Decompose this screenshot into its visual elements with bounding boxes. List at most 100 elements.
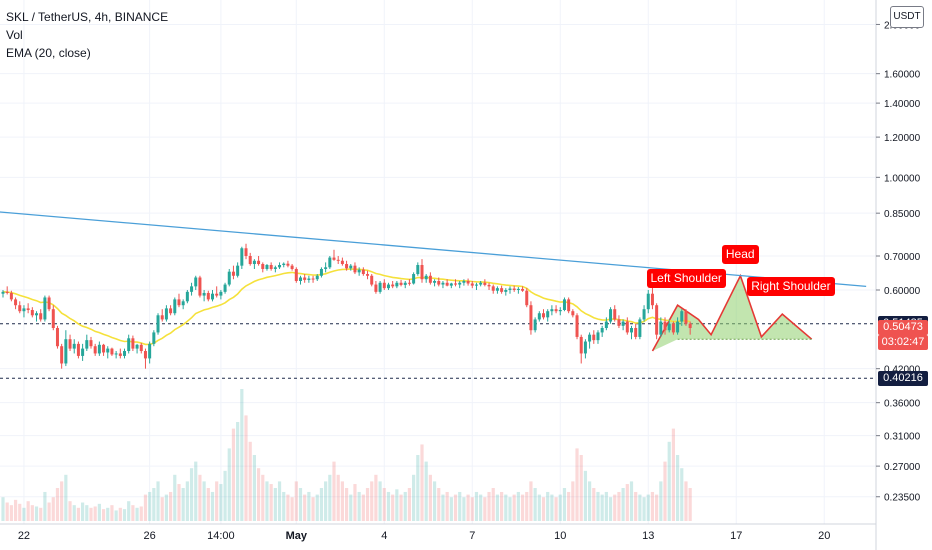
volume-bar — [604, 491, 608, 521]
candle-body — [412, 274, 416, 284]
volume-bar — [198, 474, 202, 521]
candle-body — [1, 291, 5, 294]
candle-body — [525, 290, 529, 306]
volume-bar — [97, 503, 101, 521]
volume-bar — [51, 497, 55, 521]
volume-bar — [43, 491, 47, 521]
candle-body — [617, 319, 621, 326]
grid-layer — [0, 0, 876, 524]
volume-bar — [18, 503, 22, 521]
volume-bar — [114, 510, 118, 521]
candle-body — [22, 308, 26, 312]
price-tag-current: 0.50473 — [878, 319, 928, 335]
volume-bar — [252, 455, 256, 521]
volume-bar — [55, 488, 60, 521]
volume-bar — [655, 494, 659, 521]
candle-body — [671, 323, 675, 333]
candle-body — [18, 305, 22, 312]
volume-bar — [332, 461, 336, 521]
candle-body — [39, 313, 43, 320]
volume-bar — [613, 494, 617, 521]
candle-body — [659, 321, 663, 335]
volume-bar — [583, 470, 588, 521]
candle-body — [252, 260, 256, 265]
candle-body — [181, 301, 185, 306]
volume-bar — [101, 509, 106, 521]
volume-bar — [5, 502, 9, 521]
candle-body — [248, 256, 252, 265]
candle-body — [688, 323, 692, 329]
candle-body — [198, 277, 202, 296]
candle-body — [273, 267, 277, 269]
candle-body — [378, 282, 382, 292]
candle-body — [257, 260, 261, 265]
volume-bar — [382, 488, 386, 521]
volume-bar — [659, 481, 663, 521]
volume-bar — [407, 488, 412, 521]
volume-bar — [432, 481, 437, 521]
volume-bar — [127, 501, 131, 521]
volume-bar — [340, 481, 344, 521]
candle-body — [231, 271, 235, 276]
candle-body — [307, 278, 311, 280]
candle-body — [156, 315, 160, 333]
volume-bar — [261, 474, 265, 521]
volume-bar — [298, 488, 303, 521]
volume-bar — [307, 491, 311, 521]
annotation-left-shoulder[interactable]: Left Shoulder — [646, 269, 726, 289]
volume-bar — [169, 491, 173, 521]
volume-bar — [458, 491, 462, 521]
volume-bar — [64, 474, 68, 521]
candle-body — [81, 348, 85, 356]
volume-bar — [231, 428, 236, 521]
candle-body — [567, 299, 571, 312]
volume-bar — [558, 494, 562, 521]
candle-body — [26, 308, 30, 310]
candle-body — [562, 299, 566, 310]
volume-bar — [592, 488, 596, 521]
volume-bar — [391, 494, 395, 521]
volume-bar — [495, 494, 500, 521]
time-tick-label: 14:00 — [207, 530, 235, 542]
volume-bar — [248, 441, 252, 521]
legend-symbol[interactable]: SKL / TetherUS, 4h, BINANCE — [6, 10, 169, 24]
volume-bar — [76, 507, 81, 521]
volume-bar — [437, 488, 441, 521]
volume-bar — [608, 497, 613, 521]
legend-ema[interactable]: EMA (20, close) — [6, 46, 91, 60]
volume-bar — [122, 509, 127, 521]
candle-body — [164, 308, 168, 320]
volume-bar — [290, 497, 294, 521]
candle-body — [433, 280, 437, 283]
candle-body — [382, 282, 386, 289]
candle-body — [579, 336, 583, 354]
volume-bar — [81, 502, 85, 521]
price-tick-label: 0.27000 — [884, 462, 921, 473]
volume-bar — [13, 499, 18, 521]
candle-body — [349, 265, 353, 269]
candle-body — [97, 344, 101, 354]
volume-bar — [449, 497, 453, 521]
volume-bar — [667, 441, 671, 521]
annotation-head[interactable]: Head — [721, 245, 759, 264]
candle-body — [169, 308, 173, 314]
legend-vol[interactable]: Vol — [6, 28, 23, 42]
price-tick-label: 0.42000 — [884, 365, 921, 376]
volume-bar — [256, 468, 261, 521]
candle-body — [265, 265, 269, 269]
candle-body — [554, 309, 558, 312]
candle-body — [106, 348, 110, 353]
candle-body — [5, 291, 9, 293]
candle-body — [609, 309, 613, 322]
candle-body — [47, 297, 51, 310]
time-tick-label: 17 — [730, 530, 742, 542]
candle-body — [324, 267, 328, 269]
currency-badge[interactable]: USDT — [890, 6, 924, 28]
candle-body — [152, 332, 156, 344]
price-tick-label: 0.85000 — [884, 209, 921, 220]
annotation-right-shoulder[interactable]: Right Shoulder — [747, 276, 835, 296]
candle-body — [483, 282, 487, 285]
candle-body — [454, 283, 458, 285]
